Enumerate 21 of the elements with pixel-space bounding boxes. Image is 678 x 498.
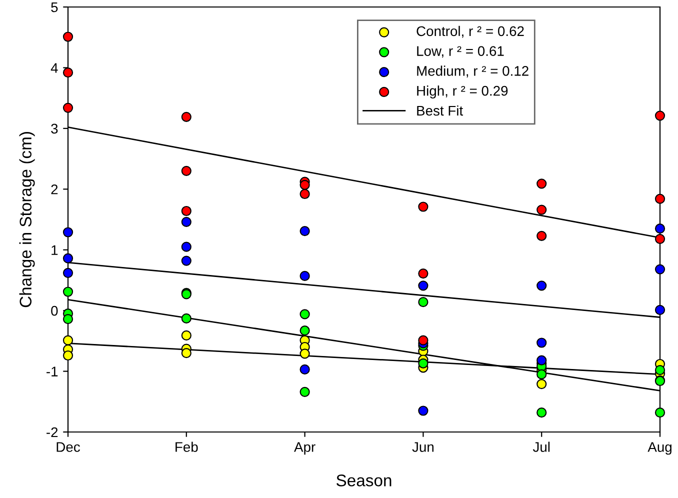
legend-label: Medium, r ² = 0.12 <box>417 66 528 78</box>
x-tick-label: Jun <box>412 442 434 452</box>
x-tick-label: Feb <box>176 442 198 452</box>
x-tick-label: Aug <box>648 442 672 455</box>
y-tick-label: 4 <box>50 63 58 73</box>
y-tick-label: -2 <box>46 427 58 438</box>
y-tick-label: 0 <box>51 306 58 316</box>
legend-label: Control, r ² = 0.62 <box>416 26 524 38</box>
x-axis-title: Season <box>336 474 392 486</box>
legend-label: High, r ² = 0.29 <box>417 86 508 98</box>
x-tick-label: Jul <box>532 442 550 452</box>
legend-label: Low, r ² = 0.61 <box>417 46 504 58</box>
y-tick-label: 1 <box>52 245 58 255</box>
y-tick-label: -1 <box>46 366 58 376</box>
y-tick-label: 5 <box>51 2 58 12</box>
y-axis-title: Change in Storage (cm) <box>19 132 35 308</box>
y-tick-label: 3 <box>51 124 58 134</box>
y-tick-label: 2 <box>51 184 58 194</box>
x-tick-label: Apr <box>294 442 316 455</box>
legend-label: Best Fit <box>417 105 463 116</box>
x-tick-label: Dec <box>56 442 80 452</box>
